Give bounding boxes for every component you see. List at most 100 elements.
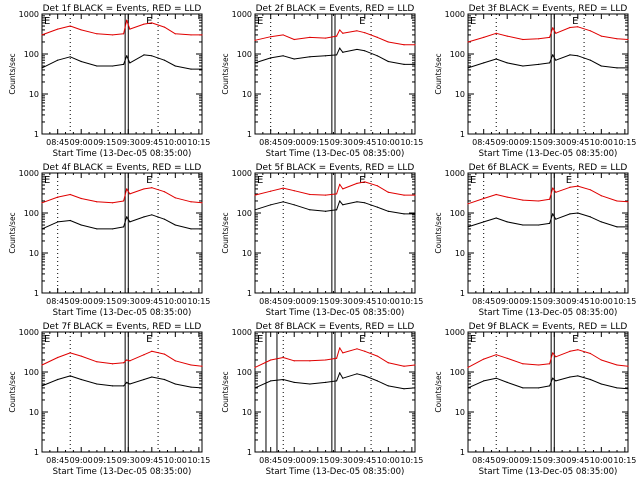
events-data-point — [151, 55, 153, 57]
y-axis-title: Counts/sec — [434, 371, 443, 412]
x-tick-label: 09:45 — [140, 138, 163, 147]
y-tick-label: 1 — [34, 448, 39, 457]
lld-data-point — [569, 186, 571, 188]
lld-data-point — [41, 364, 43, 366]
x-tick-label: 10:00 — [377, 456, 400, 465]
x-tick-label: 09:15 — [93, 297, 116, 306]
events-data-point — [254, 209, 256, 211]
events-data-point — [537, 63, 540, 65]
lld-data-point — [403, 194, 405, 196]
marker-label-e: E — [572, 334, 578, 345]
y-tick-label: 1000 — [232, 10, 252, 19]
chart-panel-8: Det 8f BLACK = Events, RED = LLD 1 10 100 10… — [221, 322, 423, 477]
events-data-point — [111, 385, 114, 387]
y-tick-label: 1000 — [19, 169, 39, 178]
y-tick-label: 100 — [450, 50, 465, 59]
x-tick-label: 08:45 — [46, 297, 69, 306]
events-data-point — [403, 63, 405, 65]
x-tick-label: 09:30 — [117, 297, 140, 306]
lld-data-point — [151, 187, 153, 189]
events-data-point — [403, 388, 405, 390]
events-data-point — [282, 378, 284, 381]
events-data-point — [589, 59, 591, 61]
y-tick-label: 100 — [237, 50, 252, 59]
lld-data-point — [616, 364, 618, 366]
y-tick-label: 1000 — [232, 328, 252, 337]
lld-data-point — [80, 355, 82, 357]
events-data-point — [129, 221, 131, 223]
events-data-point — [143, 216, 145, 218]
lld-data-point — [414, 364, 416, 366]
lld-data-point — [151, 350, 153, 352]
events-data-point — [387, 210, 389, 212]
lld-data-point — [309, 193, 311, 196]
lld-data-point — [41, 202, 43, 204]
lld-data-point — [163, 191, 165, 193]
lld-data-point — [376, 185, 378, 187]
events-data-point — [414, 387, 416, 389]
events-data-point — [569, 213, 571, 215]
lld-data-point — [129, 28, 131, 30]
lld-data-point — [600, 359, 602, 361]
x-tick-label: 09:00 — [496, 138, 519, 147]
events-data-point — [270, 57, 272, 59]
x-tick-label: 08:45 — [472, 297, 495, 306]
events-data-point — [293, 58, 295, 60]
lld-data-point — [569, 26, 571, 29]
events-data-point — [80, 60, 82, 63]
x-tick-label: 09:45 — [140, 456, 163, 465]
events-series-line — [41, 214, 202, 230]
lld-data-point — [364, 350, 366, 352]
x-tick-label: 10:15 — [400, 456, 423, 465]
events-data-point — [335, 209, 338, 211]
events-data-point — [126, 381, 128, 383]
y-axis-title: Counts/sec — [221, 212, 230, 253]
events-data-point — [467, 67, 469, 69]
x-tick-label: 09:30 — [330, 297, 353, 306]
y-tick-label: 10 — [455, 408, 465, 417]
events-data-point — [467, 387, 469, 389]
events-data-point — [376, 206, 378, 208]
events-data-point — [548, 222, 551, 224]
y-tick-label: 100 — [24, 368, 39, 377]
events-data-point — [600, 221, 602, 223]
lld-series-line — [41, 187, 203, 204]
events-data-point — [122, 63, 125, 65]
lld-data-point — [143, 354, 145, 356]
events-data-point — [483, 380, 485, 382]
events-data-point — [96, 65, 98, 67]
events-data-point — [569, 376, 571, 378]
x-tick-label: 08:45 — [46, 138, 69, 147]
y-tick-label: 10 — [242, 408, 252, 417]
chart-title: Det 6f BLACK = Events, RED = LLD — [469, 163, 628, 173]
lld-data-point — [163, 26, 165, 28]
events-data-point — [41, 228, 43, 230]
x-tick-label: 09:15 — [93, 138, 116, 147]
x-tick-label: 09:45 — [353, 456, 376, 465]
x-axis-title: Start Time (13-Dec-05 08:35:00) — [266, 467, 405, 477]
chart-title: Det 5f BLACK = Events, RED = LLD — [256, 163, 415, 173]
y-axis-title: Counts/sec — [434, 53, 443, 94]
events-data-point — [364, 202, 366, 204]
lld-data-point — [483, 358, 485, 360]
y-tick-label: 100 — [450, 209, 465, 218]
x-tick-label: 09:45 — [566, 456, 589, 465]
x-axis-title: Start Time (13-Dec-05 08:35:00) — [479, 308, 618, 318]
x-tick-label: 09:00 — [283, 297, 306, 306]
chart-title: Det 1f BLACK = Events, RED = LLD — [43, 4, 202, 14]
x-tick-label: 09:15 — [306, 297, 329, 306]
events-data-point — [522, 224, 524, 226]
events-data-point — [414, 63, 416, 65]
x-tick-label: 10:00 — [377, 138, 400, 147]
lld-data-point — [335, 357, 338, 359]
events-data-point — [129, 383, 131, 385]
lld-data-point — [270, 359, 272, 361]
lld-data-point — [69, 25, 71, 27]
x-tick-label: 09:15 — [519, 297, 542, 306]
events-data-point — [96, 383, 98, 385]
lld-data-point — [627, 201, 629, 203]
marker-label-e: E — [359, 175, 365, 186]
y-axis-title: Counts/sec — [8, 212, 17, 253]
lld-data-point — [495, 32, 497, 34]
x-axis-title: Start Time (13-Dec-05 08:35:00) — [479, 467, 618, 477]
